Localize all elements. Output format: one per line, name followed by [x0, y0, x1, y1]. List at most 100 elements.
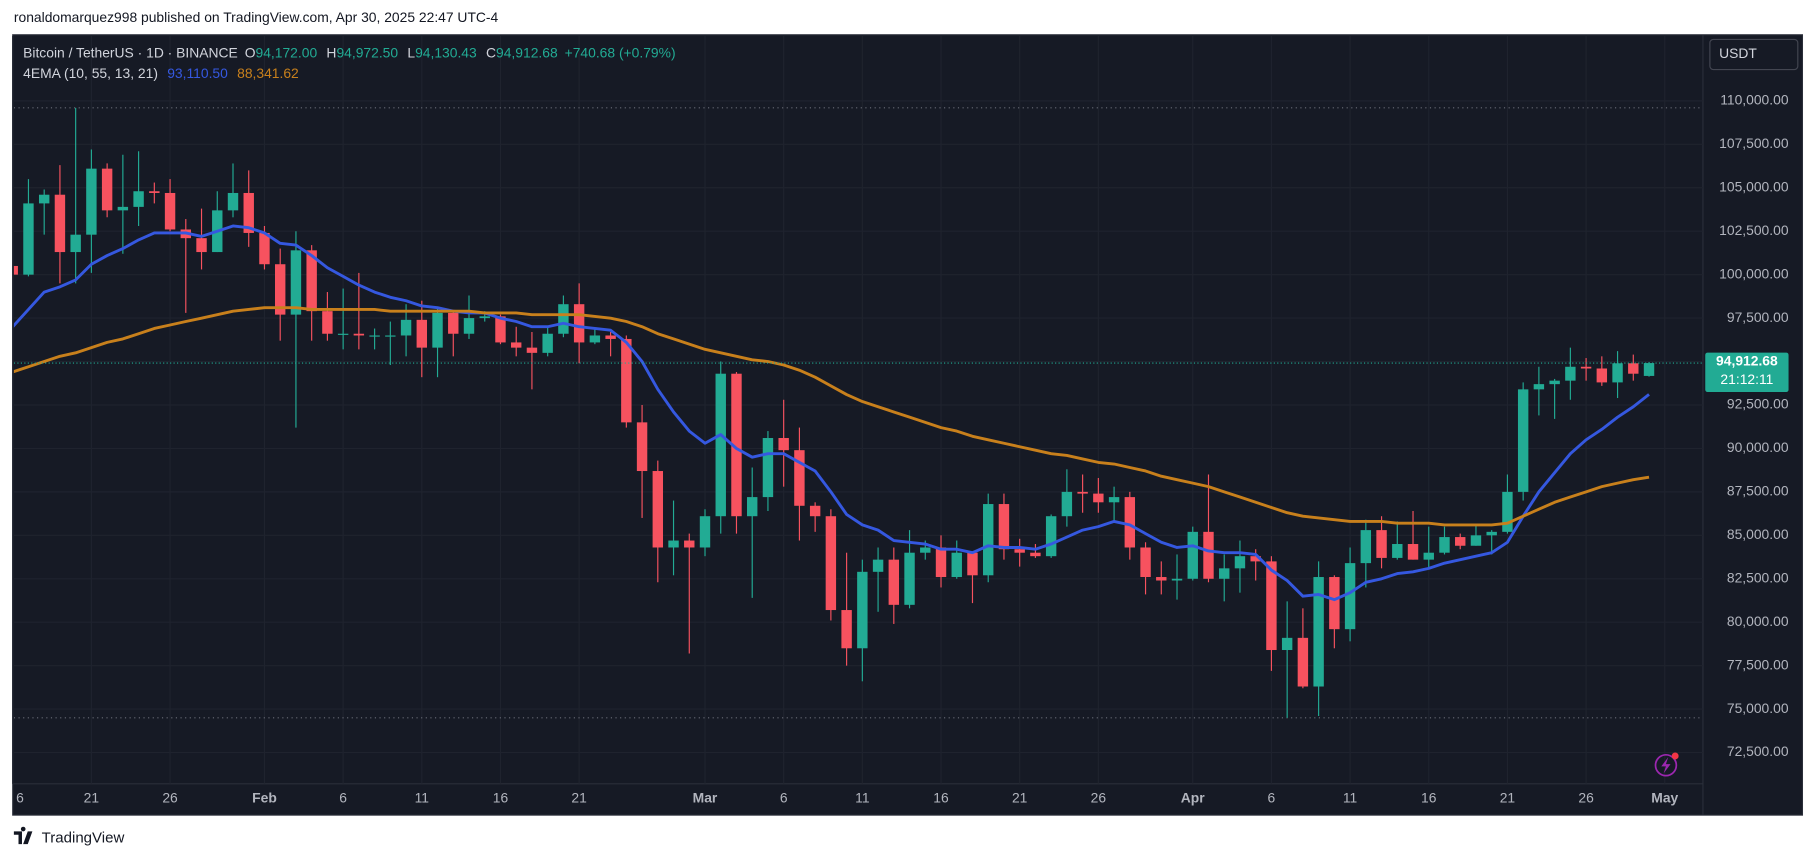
y-tick-label: 77,500.00 [1727, 656, 1789, 672]
candle-body [1014, 549, 1025, 553]
candle-body [117, 206, 129, 211]
candle-body [762, 438, 774, 498]
candle-body [1219, 568, 1230, 579]
candle-body [1203, 531, 1214, 579]
grid [12, 35, 1703, 784]
candle-body [652, 471, 664, 548]
candle-body [1140, 547, 1151, 578]
candle-body [1549, 380, 1560, 385]
x-tick-label: 11 [415, 790, 430, 806]
candle-body [935, 547, 947, 578]
x-tick-label: 16 [1421, 790, 1437, 806]
change: +740.68 (+0.79%) [565, 44, 676, 60]
x-tick-label: 6 [339, 790, 347, 806]
candle-body [101, 168, 113, 211]
y-tick-label: 82,500.00 [1727, 569, 1789, 585]
candle-body [967, 552, 978, 576]
candle-body [86, 168, 97, 235]
candle-body [1517, 389, 1529, 492]
candle-body [1580, 366, 1592, 369]
candle-body [1061, 491, 1073, 517]
candle-body [196, 238, 207, 253]
candle-body [38, 194, 50, 204]
indicator-value: 93,110.50 [167, 65, 228, 81]
candle-body [353, 333, 365, 336]
currency-button[interactable] [1709, 38, 1799, 71]
candle-body [1093, 493, 1104, 503]
x-tick-label: Apr [1181, 790, 1205, 806]
currency[interactable]: USDT [1719, 45, 1757, 61]
candle-body [825, 516, 837, 611]
x-tick-label: 16 [493, 790, 509, 806]
candle-body [542, 333, 553, 353]
candle-body [1030, 552, 1041, 557]
symbol: Bitcoin / TetherUS · 1D · BINANCE [23, 44, 238, 60]
candle-body [731, 373, 742, 517]
price-tag-countdown: 21:12:11 [1720, 371, 1773, 387]
candle-body [1156, 577, 1167, 581]
candle-body [1423, 552, 1434, 560]
candle-body [70, 234, 81, 253]
y-tick-label: 107,500.00 [1719, 135, 1789, 151]
candle-body [1297, 637, 1309, 687]
candle-body [668, 540, 679, 548]
alert-icon[interactable] [1654, 752, 1679, 777]
x-tick-label: 16 [933, 790, 949, 806]
candle-body [54, 194, 66, 253]
candle-body [1329, 577, 1340, 630]
x-tick-label: 11 [855, 790, 870, 806]
candle-body [1313, 577, 1324, 687]
candle-body [322, 311, 333, 334]
candle-body [809, 505, 821, 517]
candle-body [400, 319, 412, 336]
x-tick-label: 6 [16, 790, 24, 806]
candle-body [1376, 530, 1387, 558]
candle-body [1077, 491, 1088, 494]
price-tag-price: 94,912.68 [1716, 353, 1778, 369]
x-tick-label: 26 [162, 790, 178, 806]
ohlc-key: O [245, 44, 256, 60]
indicator-name: 4EMA (10, 55, 13, 21) [23, 65, 158, 81]
candle-body [1407, 544, 1419, 560]
plot [13, 107, 1703, 719]
ema-line [13, 224, 1650, 602]
y-tick-label: 92,500.00 [1727, 396, 1789, 412]
ohlc-value: 94,172.00 [256, 44, 318, 60]
candle-body [448, 312, 459, 334]
candle-body [1628, 363, 1639, 374]
candle-body [1266, 561, 1277, 651]
candle-body [794, 450, 805, 506]
candle-body [1439, 537, 1450, 553]
ohlc-value: 94,912.68 [496, 44, 558, 60]
candle-body [1108, 497, 1120, 503]
indicator-legend: 4EMA (10, 55, 13, 21) 93,110.50 88,341.62 [23, 65, 299, 81]
candle-body [416, 319, 428, 348]
overlay: 72,500.00 75,000.00 77,500.00 80,000.00 82,5… [16, 44, 1789, 806]
x-tick-label: 26 [1091, 790, 1107, 806]
ohlc-key: L [407, 44, 415, 60]
candle-body [274, 264, 286, 315]
x-tick-label: 6 [780, 790, 788, 806]
y-tick-label: 110,000.00 [1720, 92, 1789, 108]
x-tick-label: 21 [571, 790, 587, 806]
candle-body [290, 250, 302, 315]
candle-body [1360, 530, 1372, 564]
chart-pane [12, 34, 1804, 816]
candle-body [1470, 535, 1482, 546]
ohlc-value: 94,130.43 [415, 44, 477, 60]
candle-body [558, 304, 569, 334]
candle-body [1124, 497, 1136, 548]
candle-body [1455, 537, 1466, 546]
candle-body [636, 422, 648, 472]
x-tick-label: May [1651, 790, 1678, 806]
publish-header: ronaldomarquez998 published on TradingVi… [14, 9, 499, 25]
candle-body [243, 192, 254, 233]
brand-logo [13, 826, 33, 845]
y-tick-label: 97,500.00 [1727, 309, 1789, 325]
candle-body [306, 250, 317, 312]
x-tick-label: Feb [252, 790, 277, 806]
candle-body [337, 333, 349, 335]
candle-body [983, 504, 994, 576]
indicator-value: 88,341.62 [237, 65, 299, 81]
